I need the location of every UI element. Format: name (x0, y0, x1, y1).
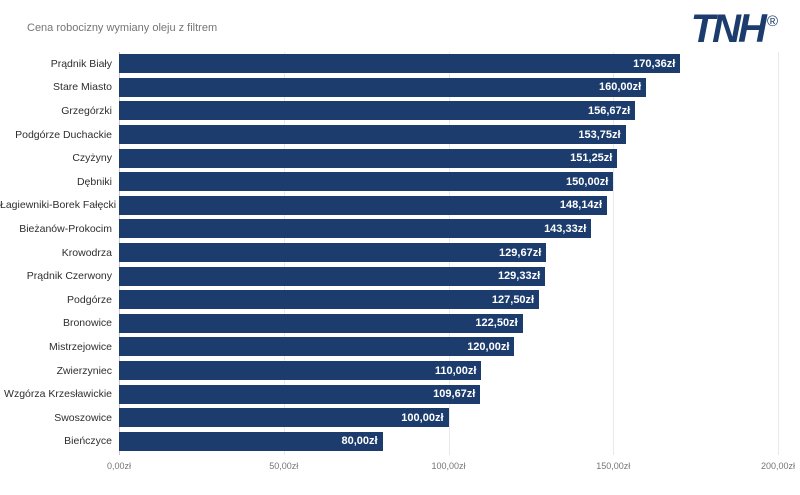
value-label: 151,25zł (570, 152, 613, 165)
x-axis-tick-label: 100,00zł (431, 461, 466, 471)
category-label: Bronowice (62, 317, 112, 330)
category-label: Swoszowice (54, 411, 112, 424)
bar: 170,36zł (119, 54, 681, 74)
bar-row: Łagiewniki-Borek Fałęcki 148,14zł (0, 194, 800, 218)
category-label: Wzgórza Krzesławickie (4, 388, 112, 401)
bar-row: Wzgórza Krzesławickie 109,67zł (0, 382, 800, 406)
value-label: 122,50zł (475, 317, 518, 330)
bar: 100,00zł (119, 408, 449, 428)
bar: 122,50zł (119, 313, 523, 333)
gridline (778, 52, 779, 455)
bar-track: 110,00zł (119, 361, 778, 381)
bar: 151,25zł (119, 148, 618, 168)
bar-track: 151,25zł (119, 148, 778, 168)
bar-row: Prądnik Biały 170,36zł (0, 52, 800, 76)
bar: 143,33zł (119, 219, 592, 239)
value-label: 156,67zł (588, 104, 631, 117)
bar-track: 156,67zł (119, 101, 778, 121)
category-label: Prądnik Czerwony (26, 270, 112, 283)
category-label: Mistrzejowice (48, 340, 112, 353)
bar-row: Prądnik Czerwony 129,33zł (0, 264, 800, 288)
bar-track: 100,00zł (119, 408, 778, 428)
category-label: Dębniki (76, 175, 112, 188)
value-label: 100,00zł (401, 411, 444, 424)
value-label: 153,75zł (578, 128, 621, 141)
category-label: Bieżanów-Prokocim (19, 222, 112, 235)
bar: 80,00zł (119, 431, 383, 451)
category-label: Bieńczyce (64, 435, 112, 448)
bar-row: Bronowice 122,50zł (0, 312, 800, 336)
value-label: 129,33zł (497, 270, 541, 283)
value-label: 170,36zł (633, 57, 676, 70)
value-label: 129,67zł (499, 246, 542, 259)
bar-row: Podgórze 127,50zł (0, 288, 800, 312)
value-label: 110,00zł (434, 364, 477, 377)
registered-trademark-icon: ® (766, 13, 778, 30)
x-axis-tick-label: 0,00zł (106, 461, 132, 471)
bar-track: 80,00zł (119, 431, 778, 451)
bar-track: 120,00zł (119, 337, 778, 357)
bar-row: Podgórze Duchackie 153,75zł (0, 123, 800, 147)
logo-text: TNH (690, 7, 767, 51)
category-label: Podgórze Duchackie (15, 128, 112, 141)
bar-rows: Prądnik Biały 170,36zł Stare Miasto 160,00z… (0, 52, 800, 453)
bar: 129,33zł (119, 266, 546, 286)
bar-row: Krowodrza 129,67zł (0, 241, 800, 265)
gridline (613, 52, 615, 455)
bar-row: Grzegórzki 156,67zł (0, 99, 800, 123)
bar-row: Bieńczyce 80,00zł (0, 430, 800, 454)
bar-track: 150,00zł (119, 172, 778, 192)
category-label: Grzegórzki (61, 104, 112, 117)
value-label: 120,00zł (467, 340, 510, 353)
bar-track: 127,50zł (119, 290, 778, 310)
bar: 156,67zł (119, 101, 636, 121)
bar-track: 153,75zł (119, 125, 778, 145)
bar-track: 170,36zł (119, 54, 778, 74)
value-label: 127,50zł (491, 293, 535, 306)
bar-row: Stare Miasto 160,00zł (0, 76, 800, 100)
bar-track: 143,33zł (119, 219, 778, 239)
bar: 148,14zł (119, 195, 608, 215)
bar-track: 129,33zł (119, 266, 778, 286)
bar-track: 109,67zł (119, 384, 778, 404)
category-label: Łagiewniki-Borek Fałęcki (0, 199, 117, 212)
bar-row: Czyżyny 151,25zł (0, 146, 800, 170)
category-label: Stare Miasto (53, 81, 112, 94)
category-label: Czyżyny (72, 152, 112, 165)
tnh-logo: TNH ® (691, 2, 778, 58)
category-label: Prądnik Biały (50, 57, 112, 70)
bar: 153,75zł (119, 125, 626, 145)
bar-track: 160,00zł (119, 77, 778, 97)
category-label: Krowodrza (61, 246, 112, 259)
x-axis-tick-label: 150,00zł (596, 461, 631, 471)
bar-track: 129,67zł (119, 243, 778, 263)
bar: 160,00zł (119, 77, 647, 97)
bar-track: 148,14zł (119, 195, 778, 215)
bar: 150,00zł (119, 172, 614, 192)
bar-row: Mistrzejowice 120,00zł (0, 335, 800, 359)
bar: 120,00zł (119, 337, 515, 357)
x-axis-tick-label: 200,00zł (760, 461, 796, 471)
bar: 129,67zł (119, 243, 547, 263)
value-label: 150,00zł (566, 175, 609, 188)
value-label: 109,67zł (433, 388, 476, 401)
value-label: 160,00zł (598, 81, 642, 94)
bar-row: Swoszowice 100,00zł (0, 406, 800, 430)
bar-row: Dębniki 150,00zł (0, 170, 800, 194)
category-label: Zwierzyniec (56, 364, 112, 377)
bar: 109,67zł (119, 384, 481, 404)
value-label: 143,33zł (544, 222, 587, 235)
value-label: 80,00zł (341, 435, 378, 448)
bar: 110,00zł (119, 361, 482, 381)
x-axis: 0,00zł 50,00zł 100,00zł 150,00zł 200,00zł (107, 461, 795, 475)
x-axis-tick-label: 50,00zł (269, 461, 299, 471)
value-label: 148,14zł (559, 199, 603, 212)
chart-title: Cena robocizny wymiany oleju z filtrem (27, 22, 218, 34)
bar-row: Zwierzyniec 110,00zł (0, 359, 800, 383)
bar-track: 122,50zł (119, 313, 778, 333)
bar-row: Bieżanów-Prokocim 143,33zł (0, 217, 800, 241)
category-label: Podgórze (67, 293, 112, 306)
bar: 127,50zł (119, 290, 540, 310)
